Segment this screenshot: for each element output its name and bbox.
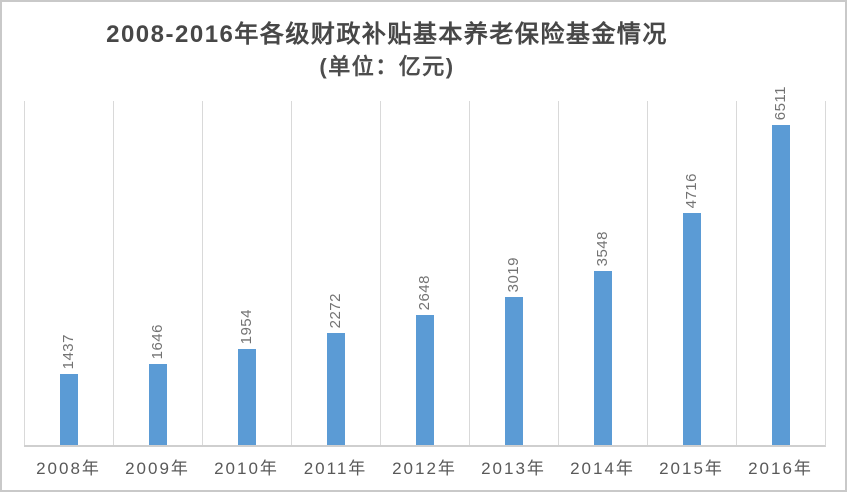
bar	[594, 271, 612, 445]
bar-value-label: 6511	[772, 85, 789, 120]
x-axis-tick-label: 2008年	[36, 459, 101, 478]
x-axis-tick-label: 2012年	[392, 459, 457, 478]
bar-value-label: 3019	[505, 256, 522, 292]
bar-value-label: 1646	[149, 323, 166, 359]
bar-value-label: 4716	[683, 172, 700, 208]
bar-value-label: 2648	[416, 274, 433, 310]
x-axis-tick-label: 2014年	[570, 459, 635, 478]
bar	[238, 349, 256, 445]
category-column: 1437	[24, 101, 113, 445]
category-column: 3019	[469, 101, 558, 445]
x-axis-tick-label: 2009年	[125, 459, 190, 478]
x-axis-tick-label: 2016年	[748, 459, 813, 478]
bar-value-label: 3548	[594, 230, 611, 266]
bar-value-label: 1954	[238, 308, 255, 344]
x-axis-tick-label: 2015年	[659, 459, 724, 478]
bar-value-label: 1437	[60, 333, 77, 369]
x-axis-tick-label: 2013年	[481, 459, 546, 478]
bar-value-label: 2272	[327, 292, 344, 328]
chart-title-block: 2008-2016年各级财政补贴基本养老保险基金情况 (单位：亿元)	[2, 20, 772, 81]
x-axis-tick-labels: 2008年 2009年 2010年 2011年 2012年 2013年 2014年 2015年…	[24, 454, 825, 479]
category-column: 1646	[113, 101, 202, 445]
plot-area: 1437 1646 1954 2272 2648 3019 3548 4716 6511	[24, 86, 826, 447]
category-column: 6511	[736, 86, 825, 445]
chart-subtitle-unit: (单位：亿元)	[319, 54, 455, 79]
x-axis-tick-label: 2010年	[214, 459, 279, 478]
bar	[683, 213, 701, 445]
bar	[149, 364, 167, 445]
category-column: 2272	[291, 101, 380, 445]
category-column: 3548	[558, 101, 647, 445]
bar	[416, 315, 434, 445]
bar	[505, 297, 523, 445]
bar	[60, 374, 78, 445]
category-column: 2648	[380, 101, 469, 445]
bar	[772, 125, 790, 445]
x-axis-tick-label: 2011年	[303, 459, 368, 478]
category-column: 1954	[202, 101, 291, 445]
category-column: 4716	[647, 101, 736, 445]
chart-title: 2008-2016年各级财政补贴基本养老保险基金情况	[106, 21, 668, 48]
bar	[327, 333, 345, 445]
